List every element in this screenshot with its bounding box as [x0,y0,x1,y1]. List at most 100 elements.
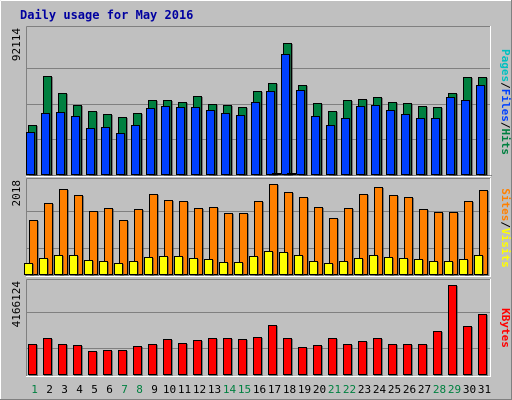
panel-visits-sites: 2018 Sites/Visits [10,178,512,277]
day-label: 19 [298,383,311,396]
bar-files-day-28 [431,118,440,175]
bar-sites-day-19 [294,255,303,275]
bar-kbytes-day-11 [178,343,187,375]
bar-files-day-4 [71,116,80,175]
bar-files-day-15 [236,115,245,175]
bar-shadow [33,175,42,176]
bar-sites-day-26 [399,258,408,275]
bar-shadow [168,175,177,176]
bar-shadow [258,175,267,176]
bar-shadow [363,175,372,176]
bar-kbytes-day-29 [448,285,457,375]
bar-sites-day-20 [309,261,318,275]
bar-kbytes-day-18 [283,338,292,375]
day-label: 4 [76,383,83,396]
day-label: 27 [418,383,431,396]
bar-shadow [213,175,222,176]
bar-files-day-23 [356,106,365,175]
bar-shadow [348,175,357,176]
day-label: 10 [163,383,176,396]
day-label: 14 [223,383,237,396]
bar-kbytes-day-7 [118,350,127,375]
bar-shadow [228,175,237,176]
bar-pages-day-18 [287,173,296,175]
bar-kbytes-day-5 [88,351,97,375]
bar-shadow [408,175,417,176]
bar-shadow [303,175,312,176]
bar-sites-day-11 [174,256,183,275]
legend-entry: KBytes [499,308,512,348]
bar-kbytes-day-10 [163,339,172,375]
bar-kbytes-day-21 [328,338,337,375]
day-label: 31 [478,383,491,396]
bar-files-day-30 [461,100,470,175]
bar-files-day-21 [326,125,335,175]
bar-kbytes-day-2 [43,338,52,375]
bar-sites-day-9 [144,257,153,275]
day-label: 21 [328,383,341,396]
bar-kbytes-day-4 [73,345,82,375]
bar-files-day-31 [476,85,485,175]
bar-sites-day-16 [249,256,258,275]
bar-kbytes-day-27 [418,344,427,375]
day-labels: 1 2 3 4 5 6 7 8 9 10 11 12 13 14 15 16 17 18 19 20 21 22 23 24 2… [31,383,491,396]
bar-sites-day-10 [159,256,168,275]
day-label: 26 [403,383,416,396]
bar-sites-day-3 [54,255,63,275]
day-label: 23 [358,383,371,396]
bar-sites-day-23 [354,258,363,275]
bar-sites-day-24 [369,255,378,275]
legend-entry: Files [499,89,512,122]
bar-shadow [198,175,207,176]
day-label: 12 [193,383,206,396]
bar-sites-day-2 [39,258,48,275]
day-label: 24 [373,383,387,396]
day-label: 7 [121,383,128,396]
day-label: 18 [283,383,296,396]
bar-files-day-17 [266,91,275,175]
bar-sites-day-29 [444,261,453,275]
bar-files-day-2 [41,113,50,175]
bar-kbytes-day-15 [238,339,247,375]
bar-files-day-14 [221,113,230,175]
bar-shadow [333,175,342,176]
bar-shadow [468,175,477,176]
series-kbytes [28,285,488,376]
bar-shadow [318,175,327,176]
day-label: 17 [268,383,281,396]
bar-shadow [438,175,447,176]
day-label: 28 [433,383,446,396]
bar-sites-day-14 [219,262,228,275]
bar-kbytes-day-28 [433,331,442,375]
bar-shadow [78,175,87,176]
bar-kbytes-day-19 [298,347,307,375]
bar-files-day-19 [296,90,305,175]
bar-files-day-3 [56,112,65,175]
bar-sites-day-13 [204,259,213,275]
bar-sites-day-5 [84,260,93,275]
bar-sites-day-21 [324,263,333,275]
day-label: 11 [178,383,191,396]
day-label: 15 [238,383,251,396]
bar-files-day-27 [416,118,425,175]
bar-shadow [123,175,132,176]
bar-pages-day-17 [272,173,281,175]
y-max-label: 2018 [10,180,23,207]
bar-kbytes-day-13 [208,338,217,375]
bar-files-day-25 [386,110,395,175]
bar-sites-day-15 [234,262,243,275]
bar-files-day-20 [311,116,320,175]
legend-entry: / [499,221,512,228]
day-label: 20 [313,383,326,396]
legend-entry: / [499,122,512,129]
day-label: 13 [208,383,221,396]
bar-kbytes-day-8 [133,346,142,375]
bar-sites-day-6 [99,261,108,275]
bar-files-day-26 [401,114,410,175]
bar-sites-day-17 [264,251,273,275]
legend-entry: Hits [499,129,512,156]
bar-shadow [93,175,102,176]
bar-kbytes-day-17 [268,325,277,375]
bar-shadow [63,175,72,176]
